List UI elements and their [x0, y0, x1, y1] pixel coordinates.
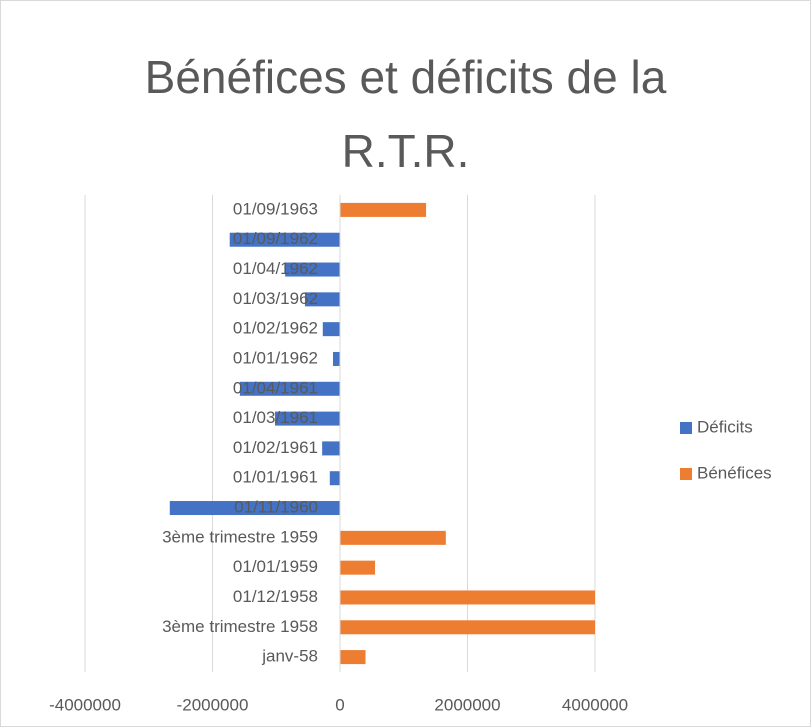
bar: [329, 471, 340, 486]
bar: [239, 381, 340, 396]
y-tick-label: 01/12/1958: [233, 587, 318, 606]
legend-label: Bénéfices: [697, 463, 772, 482]
y-tick-label: 3ème trimestre 1959: [162, 527, 318, 546]
y-tick-label: 3ème trimestre 1958: [162, 617, 318, 636]
bar: [340, 560, 376, 575]
bar: [340, 620, 595, 635]
y-tick-label: 01/01/1959: [233, 557, 318, 576]
legend-swatch: [680, 422, 692, 434]
bar: [322, 322, 340, 337]
y-tick-label: 01/11/1960: [234, 498, 318, 517]
y-tick-label: 01/02/1961: [233, 438, 318, 457]
y-tick-label: 01/09/1963: [233, 199, 318, 218]
x-tick-label: -4000000: [49, 695, 121, 714]
bar: [169, 501, 340, 516]
legend-label: Déficits: [697, 417, 753, 436]
y-tick-label: 01/04/1961: [233, 378, 318, 397]
y-tick-label: 01/02/1962: [233, 319, 318, 338]
x-tick-label: -2000000: [177, 695, 249, 714]
bar: [340, 202, 427, 217]
bar: [340, 530, 446, 545]
x-tick-label: 0: [335, 695, 344, 714]
bar: [274, 411, 340, 426]
bar: [322, 441, 340, 456]
y-tick-label: 01/04/1962: [233, 259, 318, 278]
legend-swatch: [680, 468, 692, 480]
bar: [340, 590, 595, 605]
y-tick-label: 01/03/1962: [233, 289, 318, 308]
bar: [340, 650, 366, 665]
bar: [304, 292, 340, 307]
bar: [229, 232, 340, 247]
chart-title: Bénéfices et déficits de la R.T.R.: [144, 51, 667, 177]
y-tick-label: 01/09/1962: [233, 229, 318, 248]
y-tick-label: 01/01/1961: [233, 468, 318, 487]
x-tick-label: 2000000: [434, 695, 500, 714]
bar: [332, 351, 340, 366]
x-tick-label: 4000000: [562, 695, 628, 714]
bar: [285, 262, 340, 277]
y-tick-label: 01/01/1962: [233, 348, 318, 367]
y-tick-label: 01/03/1961: [233, 408, 318, 427]
y-tick-label: janv-58: [261, 647, 318, 666]
